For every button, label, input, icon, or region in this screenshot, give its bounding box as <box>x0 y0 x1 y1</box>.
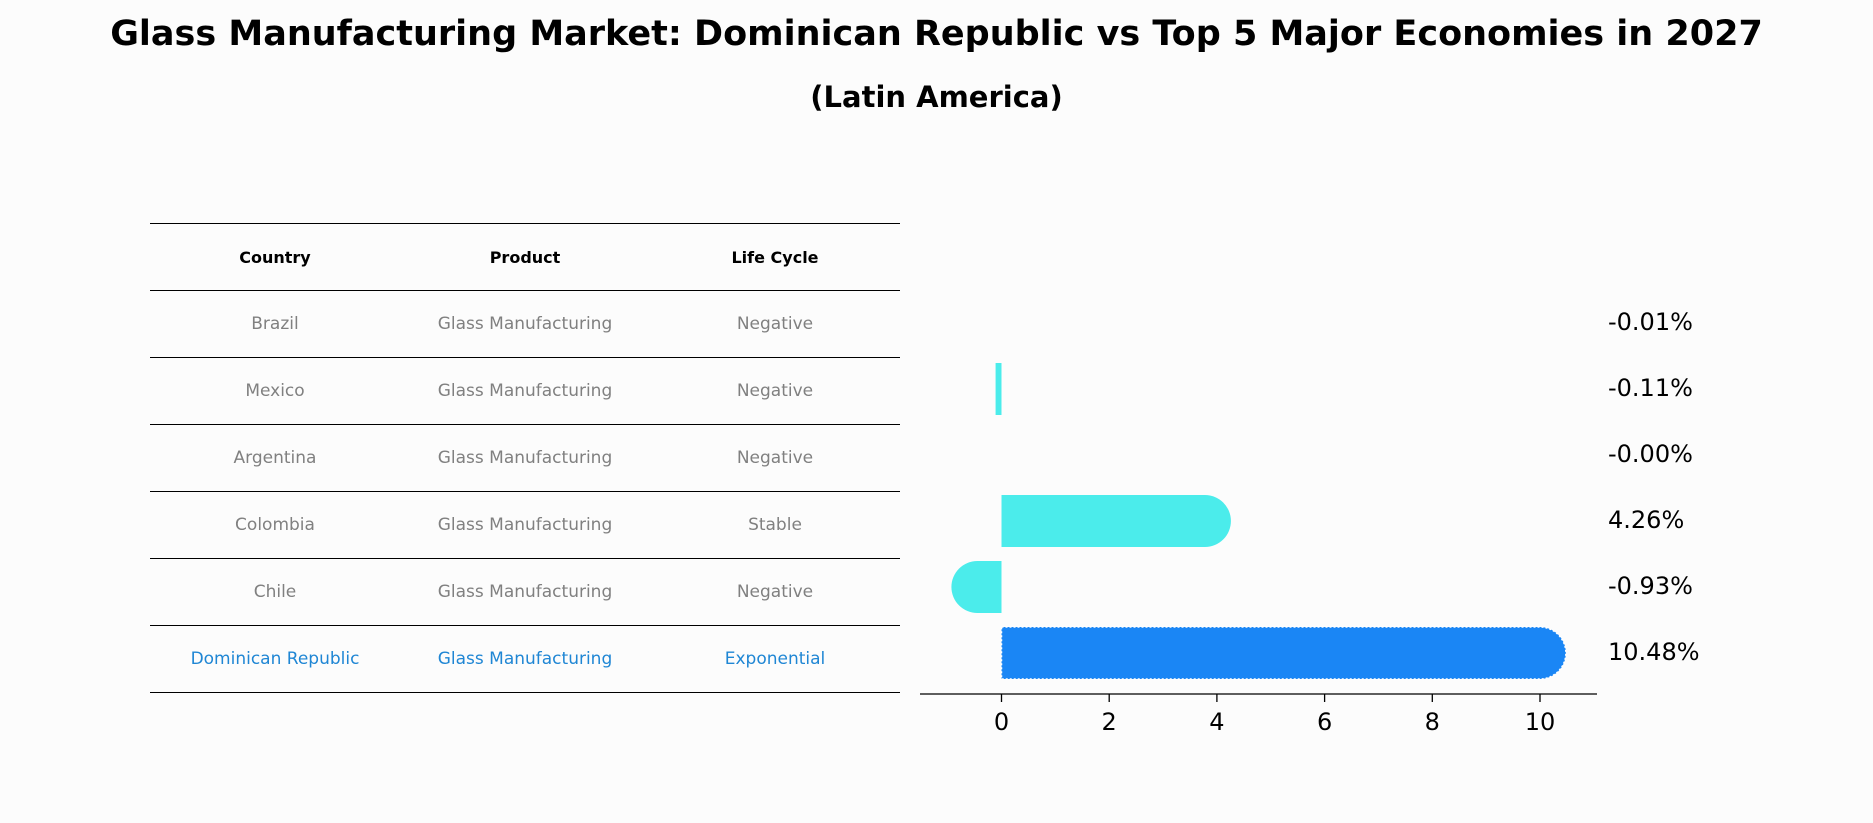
cell-product: Glass Manufacturing <box>400 357 650 425</box>
x-tick-label: 10 <box>1525 708 1556 736</box>
cell-country: Dominican Republic <box>150 625 400 693</box>
bar-value-label: 10.48% <box>1608 638 1700 666</box>
cell-life-cycle: Negative <box>650 558 900 626</box>
bar-mexico <box>995 363 1002 415</box>
x-tick-label: 0 <box>994 708 1009 736</box>
cell-life-cycle: Stable <box>650 491 900 559</box>
cell-life-cycle: Negative <box>650 357 900 425</box>
bar-value-label: -0.93% <box>1608 572 1693 600</box>
cell-country: Argentina <box>150 424 400 492</box>
cell-product: Glass Manufacturing <box>400 625 650 693</box>
table-row: Brazil Glass Manufacturing Negative <box>150 290 900 358</box>
x-tick-label: 8 <box>1425 708 1440 736</box>
bar-value-label: -0.01% <box>1608 308 1693 336</box>
header-country: Country <box>150 223 400 291</box>
cell-product: Glass Manufacturing <box>400 290 650 358</box>
cell-product: Glass Manufacturing <box>400 424 650 492</box>
cell-life-cycle: Negative <box>650 424 900 492</box>
table-row: Chile Glass Manufacturing Negative <box>150 558 900 626</box>
cell-country: Chile <box>150 558 400 626</box>
cell-life-cycle: Negative <box>650 290 900 358</box>
cell-country: Mexico <box>150 357 400 425</box>
bar-value-label: 4.26% <box>1608 506 1684 534</box>
bar-dominican-republic <box>1000 626 1567 680</box>
chart-title: Glass Manufacturing Market: Dominican Re… <box>110 14 1763 54</box>
cell-product: Glass Manufacturing <box>400 558 650 626</box>
bar-value-label: -0.11% <box>1608 374 1693 402</box>
cell-life-cycle: Exponential <box>650 625 900 693</box>
cell-product: Glass Manufacturing <box>400 491 650 559</box>
table-row-highlight: Dominican Republic Glass Manufacturing E… <box>150 625 900 693</box>
header-product: Product <box>400 223 650 291</box>
bar-value-label: -0.00% <box>1608 440 1693 468</box>
bar-chile <box>951 561 1002 613</box>
x-tick-label: 2 <box>1102 708 1117 736</box>
x-tick-label: 6 <box>1317 708 1332 736</box>
table-row: Colombia Glass Manufacturing Stable <box>150 491 900 559</box>
bar-colombia <box>1001 495 1231 547</box>
header-life-cycle: Life Cycle <box>650 223 900 291</box>
x-tick-label: 4 <box>1209 708 1224 736</box>
table-row: Argentina Glass Manufacturing Negative <box>150 424 900 492</box>
table-header-row: Country Product Life Cycle <box>150 223 900 291</box>
cell-country: Colombia <box>150 491 400 559</box>
market-table: Country Product Life Cycle Brazil Glass … <box>150 223 900 693</box>
cell-country: Brazil <box>150 290 400 358</box>
chart-subtitle: (Latin America) <box>810 80 1063 114</box>
table-row: Mexico Glass Manufacturing Negative <box>150 357 900 425</box>
